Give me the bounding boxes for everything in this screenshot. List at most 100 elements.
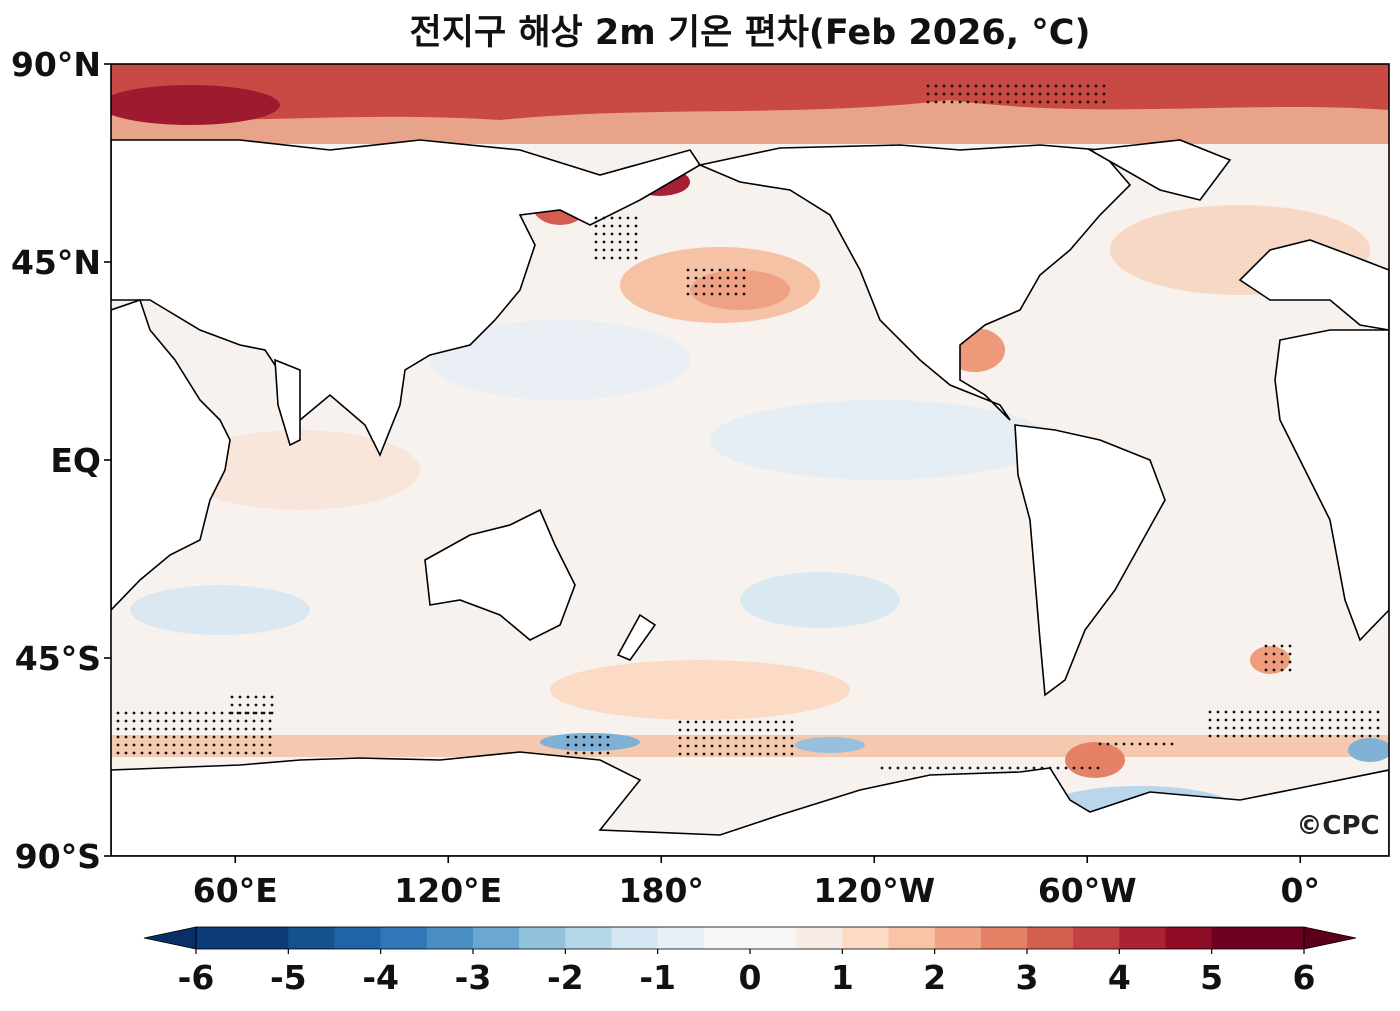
- stipple-dot: [936, 766, 940, 770]
- stipple-dot: [254, 711, 258, 715]
- lon-tick-label: 120°W: [813, 871, 935, 910]
- stipple-dot: [726, 736, 730, 740]
- stipple-dot: [782, 728, 786, 732]
- stipple-dot: [1048, 766, 1052, 770]
- stipple-dot: [1376, 718, 1380, 722]
- stipple-dot: [678, 736, 682, 740]
- colorbar-segment: [703, 927, 797, 949]
- stipple-dot: [220, 719, 224, 723]
- north-pacific-core: [690, 270, 790, 310]
- stipple-dot: [912, 766, 916, 770]
- stipple-dot: [132, 743, 136, 747]
- peninsula-warm: [1065, 742, 1125, 778]
- stipple-dot: [1320, 718, 1324, 722]
- colorbar-segment: [1073, 927, 1120, 949]
- stipple-dot: [188, 735, 192, 739]
- greenland-land: [1087, 139, 1232, 201]
- stipple-dot: [598, 735, 602, 739]
- stipple-dot: [1312, 726, 1316, 730]
- stipple-dot: [758, 752, 762, 756]
- stipple-dot: [726, 276, 730, 280]
- colorbar-extend-high: [1303, 926, 1357, 950]
- stipple-dot: [1288, 668, 1292, 672]
- stipple-dot: [188, 727, 192, 731]
- stipple-dot: [1344, 726, 1348, 730]
- stipple-dot: [246, 711, 250, 715]
- stipple-dot: [742, 752, 746, 756]
- stipple-dot: [750, 728, 754, 732]
- stipple-dot: [1216, 726, 1220, 730]
- stipple-dot: [238, 711, 242, 715]
- stipple-dot: [1062, 84, 1066, 88]
- colorbar-tick-label: 4: [1108, 958, 1131, 997]
- stipple-dot: [602, 232, 606, 236]
- stipple-dot: [618, 240, 622, 244]
- stipple-dot: [694, 268, 698, 272]
- stipple-dot: [244, 711, 248, 715]
- stipple-dot: [1256, 710, 1260, 714]
- stipple-dot: [1072, 766, 1076, 770]
- stipple-dot: [172, 751, 176, 755]
- stipple-dot: [710, 276, 714, 280]
- stipple-dot: [1046, 84, 1050, 88]
- stipple-dot: [1102, 92, 1106, 96]
- stipple-dot: [1130, 742, 1134, 746]
- lat-tick-label: 45°N: [11, 243, 101, 282]
- stipple-dot: [156, 735, 160, 739]
- stipple-dot: [1056, 766, 1060, 770]
- stipple-dot: [1360, 710, 1364, 714]
- stipple-dot: [686, 720, 690, 724]
- stipple-dot: [196, 751, 200, 755]
- stipple-dot: [766, 752, 770, 756]
- stipple-dot: [1288, 718, 1292, 722]
- stipple-dot: [782, 720, 786, 724]
- stipple-dot: [1288, 644, 1292, 648]
- stipple-dot: [1098, 742, 1102, 746]
- colorbar-tick-label: -4: [362, 958, 399, 997]
- stipple-dot: [678, 720, 682, 724]
- stipple-dot: [602, 240, 606, 244]
- stipple-dot: [602, 224, 606, 228]
- stipple-dot: [244, 743, 248, 747]
- stipple-dot: [212, 743, 216, 747]
- stipple-dot: [1320, 734, 1324, 738]
- stipple-dot: [594, 216, 598, 220]
- stipple-dot: [766, 720, 770, 724]
- stipple-dot: [758, 736, 762, 740]
- stipple-dot: [726, 744, 730, 748]
- stipple-dot: [156, 727, 160, 731]
- colorbar-segment: [888, 927, 936, 949]
- stipple-dot: [1054, 84, 1058, 88]
- stipple-dot: [220, 711, 224, 715]
- stipple-dot: [750, 736, 754, 740]
- stipple-dot: [220, 743, 224, 747]
- stipple-dot: [1054, 92, 1058, 96]
- stipple-dot: [262, 695, 266, 699]
- stipple-dot: [928, 766, 932, 770]
- stipple-dot: [726, 720, 730, 724]
- stipple-dot: [950, 100, 954, 104]
- stipple-dot: [774, 728, 778, 732]
- stipple-dot: [1224, 710, 1228, 714]
- stipple-dot: [1352, 726, 1356, 730]
- stipple-dot: [204, 719, 208, 723]
- stipple-dot: [590, 743, 594, 747]
- stipple-dot: [694, 720, 698, 724]
- stipple-dot: [726, 268, 730, 272]
- stipple-dot: [566, 735, 570, 739]
- stipple-dot: [116, 751, 120, 755]
- stipple-dot: [1272, 668, 1276, 672]
- stipple-dot: [1352, 718, 1356, 722]
- stipple-dot: [1046, 100, 1050, 104]
- stipple-dot: [1040, 766, 1044, 770]
- stipple-dot: [1078, 92, 1082, 96]
- stipple-dot: [958, 92, 962, 96]
- stipple-dot: [742, 268, 746, 272]
- stipple-dot: [634, 256, 638, 260]
- stipple-dot: [1208, 718, 1212, 722]
- stipple-dot: [1216, 718, 1220, 722]
- stipple-dot: [270, 711, 274, 715]
- colorbar-segment: [334, 927, 382, 949]
- stipple-dot: [1376, 734, 1380, 738]
- stipple-dot: [594, 240, 598, 244]
